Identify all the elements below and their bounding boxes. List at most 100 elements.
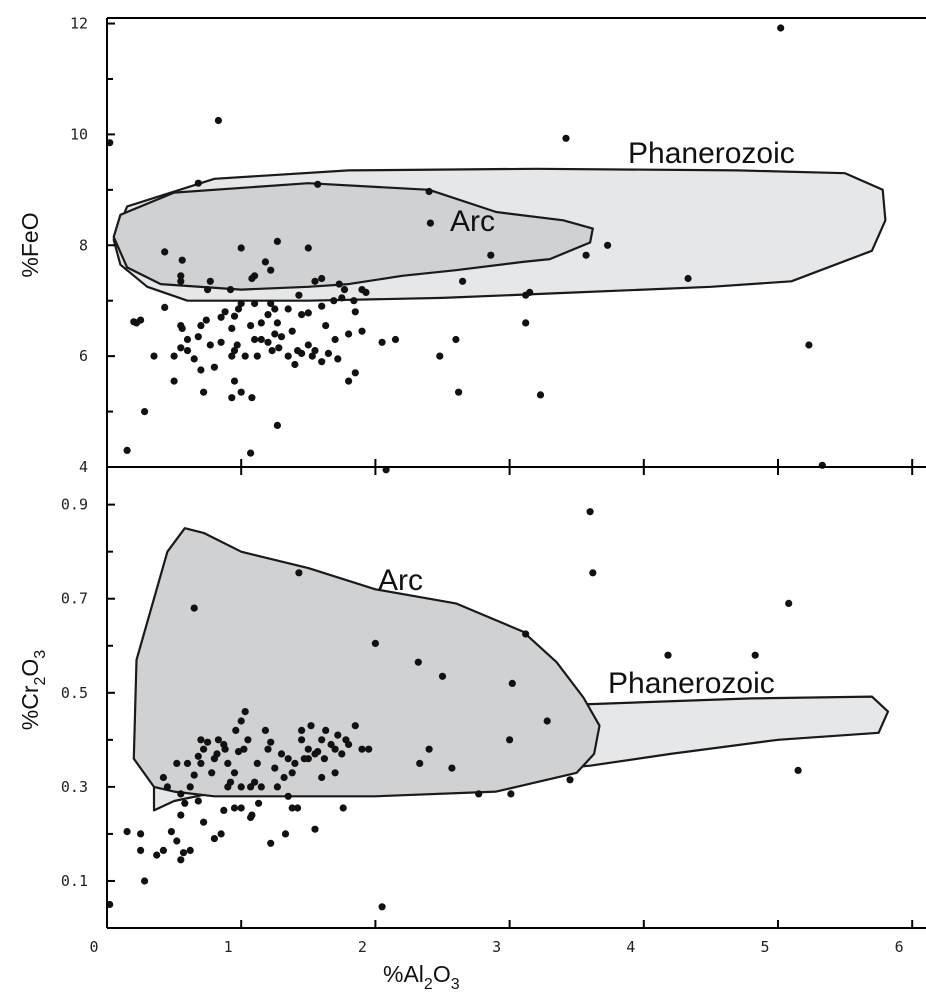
data-point: [522, 319, 530, 327]
data-point: [194, 752, 202, 760]
data-point: [298, 311, 306, 319]
y-tick-label: 0.9: [61, 496, 88, 514]
arc-label-bottom: Arc: [378, 564, 423, 597]
data-point: [273, 319, 281, 327]
data-point: [304, 244, 312, 252]
data-point: [257, 319, 265, 327]
data-point: [194, 333, 202, 341]
data-point: [234, 748, 243, 756]
o-text: O: [17, 659, 43, 677]
data-point: [224, 759, 232, 768]
y-tick-label: 8: [79, 236, 88, 254]
data-point: [273, 237, 281, 245]
data-point: [230, 804, 239, 812]
data-point: [308, 352, 316, 360]
data-point: [487, 251, 495, 259]
data-point: [264, 338, 272, 346]
data-point: [338, 750, 346, 758]
data-point: [543, 717, 551, 725]
data-point: [314, 748, 322, 756]
bottom-y-ticks: 0.1 0.3 0.5 0.7 0.9: [61, 496, 115, 890]
data-point: [291, 759, 299, 768]
data-point: [320, 755, 328, 763]
data-point: [220, 806, 228, 815]
data-point: [371, 639, 379, 648]
data-point: [340, 286, 349, 294]
data-point: [230, 347, 239, 355]
data-point: [522, 291, 530, 299]
data-point: [288, 327, 296, 335]
data-point: [190, 604, 198, 612]
data-point: [159, 846, 167, 855]
data-point: [334, 355, 342, 363]
phanerozoic-label-bottom: Phanerozoic: [608, 667, 775, 700]
data-point: [253, 759, 261, 768]
data-point: [208, 769, 216, 777]
bottom-regions: [132, 527, 890, 812]
al-text: %Al: [383, 961, 424, 987]
data-point: [226, 286, 235, 294]
data-point: [284, 792, 292, 800]
data-point: [271, 764, 279, 772]
data-point: [190, 355, 198, 363]
y-tick-label: 12: [70, 15, 88, 33]
data-point: [294, 347, 302, 355]
data-point: [295, 569, 303, 577]
data-point: [228, 352, 236, 360]
data-point: [345, 330, 353, 338]
data-point: [202, 316, 210, 324]
data-point: [197, 322, 205, 330]
data-point: [271, 305, 279, 313]
top-points: [106, 24, 826, 474]
data-point: [178, 256, 186, 264]
data-point: [351, 308, 359, 316]
arc-label-top: Arc: [450, 205, 495, 238]
data-point: [206, 341, 214, 349]
data-point: [264, 311, 272, 319]
data-point: [210, 835, 218, 843]
data-point: [234, 305, 243, 313]
data-point: [298, 736, 306, 744]
data-point: [318, 736, 326, 744]
x-tick-label: 5: [760, 938, 769, 956]
top-panel: 4 6 8 10 12 Phanerozoic Arc %FeO: [17, 15, 926, 476]
y-tick-label: 4: [79, 458, 88, 476]
x-tick-label: 6: [895, 938, 904, 956]
data-point: [277, 750, 286, 758]
data-point: [311, 347, 319, 355]
data-point: [177, 856, 185, 864]
data-point: [358, 327, 366, 335]
data-point: [794, 766, 802, 775]
data-point: [338, 294, 346, 302]
data-point: [425, 187, 433, 196]
data-point: [194, 797, 202, 805]
top-y-ticks: 4 6 8 10 12: [70, 15, 115, 476]
data-point: [684, 274, 692, 283]
data-point: [284, 352, 292, 360]
data-point: [275, 344, 283, 352]
data-point: [230, 312, 239, 320]
data-point: [217, 313, 225, 321]
data-point: [237, 783, 245, 791]
data-point: [173, 837, 181, 845]
data-point: [805, 341, 813, 349]
data-point: [186, 846, 194, 855]
data-point: [237, 244, 245, 252]
data-point: [307, 722, 315, 730]
data-point: [186, 783, 194, 791]
data-point: [562, 134, 570, 142]
data-point: [194, 179, 202, 187]
data-point: [327, 740, 335, 749]
data-point: [459, 277, 467, 285]
y-tick-label: 6: [79, 347, 88, 365]
data-point: [167, 828, 175, 836]
data-point: [241, 352, 249, 360]
data-point: [365, 745, 373, 753]
data-point: [210, 363, 218, 371]
data-point: [318, 358, 326, 366]
y-tick-label: 0.3: [61, 778, 88, 796]
data-point: [318, 302, 326, 310]
y-tick-label: 0.5: [61, 684, 88, 702]
data-point: [221, 308, 229, 316]
